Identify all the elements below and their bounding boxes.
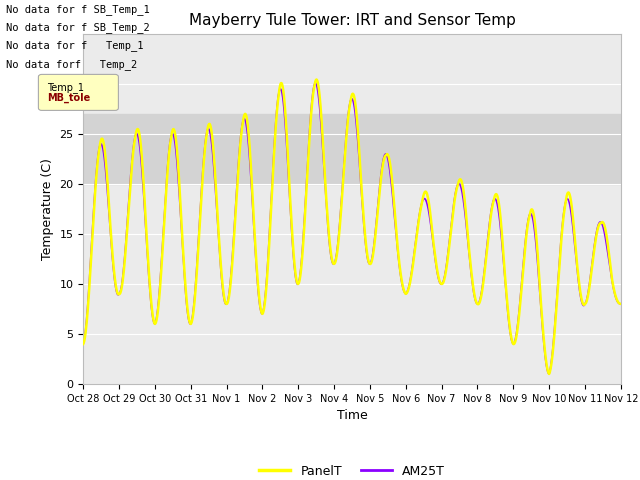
PanelT [585,289,593,295]
AM25T [79,341,87,347]
PanelT [570,224,577,229]
AM25T [229,243,237,249]
PanelT [313,77,321,83]
Text: No data for f SB_Temp_1: No data for f SB_Temp_1 [6,4,150,15]
AM25T [368,257,376,263]
Line: AM25T: AM25T [83,83,621,374]
AM25T [380,156,387,162]
Y-axis label: Temperature (C): Temperature (C) [41,158,54,260]
PanelT [545,371,553,377]
PanelT [617,301,625,307]
AM25T [312,80,319,86]
Text: No data forf   Temp_2: No data forf Temp_2 [6,59,138,70]
AM25T [570,232,577,238]
Text: MB_tole: MB_tole [47,93,90,103]
Text: No data for f   Temp_1: No data for f Temp_1 [6,40,144,51]
Text: Temp_1: Temp_1 [47,83,84,94]
PanelT [229,249,237,254]
PanelT [380,159,387,165]
Legend: PanelT, AM25T: PanelT, AM25T [254,460,450,480]
Line: PanelT: PanelT [83,80,621,374]
X-axis label: Time: Time [337,409,367,422]
PanelT [508,339,516,345]
Bar [83,114,621,184]
AM25T [545,371,553,377]
Title: Mayberry Tule Tower: IRT and Sensor Temp: Mayberry Tule Tower: IRT and Sensor Temp [189,13,515,28]
PanelT [368,259,376,265]
AM25T [617,301,625,307]
AM25T [585,287,593,292]
PanelT [79,341,87,347]
Text: No data for f SB_Temp_2: No data for f SB_Temp_2 [6,22,150,33]
AM25T [508,339,516,345]
